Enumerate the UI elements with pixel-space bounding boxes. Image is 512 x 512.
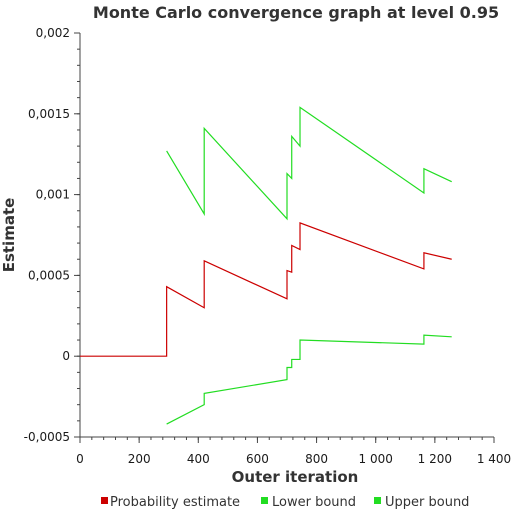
y-tick-label: -0,0005 — [24, 430, 70, 444]
y-tick-label: 0 — [62, 349, 70, 363]
chart-title: Monte Carlo convergence graph at level 0… — [93, 3, 499, 22]
x-tick-label: 1 000 — [359, 452, 393, 466]
x-tick-label: 1 400 — [477, 452, 511, 466]
series-line-probability-estimate — [80, 222, 452, 357]
legend-label: Probability estimate — [110, 495, 240, 510]
plot-area: -0,0005 0 0,0005 0,001 0,0015 0,002 0 200 400 600… — [24, 26, 512, 466]
x-tick-label: 0 — [76, 452, 84, 466]
y-tick-label: 0,0015 — [28, 107, 70, 121]
legend-marker — [101, 497, 108, 504]
x-tick-label: 200 — [128, 452, 151, 466]
series-line-lower-bound — [166, 334, 452, 425]
legend-label: Upper bound — [385, 495, 469, 510]
legend-marker — [374, 497, 381, 504]
y-tick-label: 0,0005 — [28, 268, 70, 282]
x-tick-label: 600 — [246, 452, 269, 466]
legend: Probability estimate Lower bound Upper bou… — [101, 495, 469, 510]
y-tick-label: 0,002 — [36, 26, 70, 40]
x-tick-label: 400 — [187, 452, 210, 466]
y-axis-title: Estimate — [0, 198, 18, 273]
series-line-upper-bound — [166, 106, 452, 221]
y-tick-label: 0,001 — [36, 188, 70, 202]
x-axis-title: Outer iteration — [232, 468, 359, 486]
legend-label: Lower bound — [272, 495, 356, 510]
x-tick-label: 800 — [305, 452, 328, 466]
x-tick-label: 1 200 — [418, 452, 452, 466]
legend-marker — [261, 497, 268, 504]
